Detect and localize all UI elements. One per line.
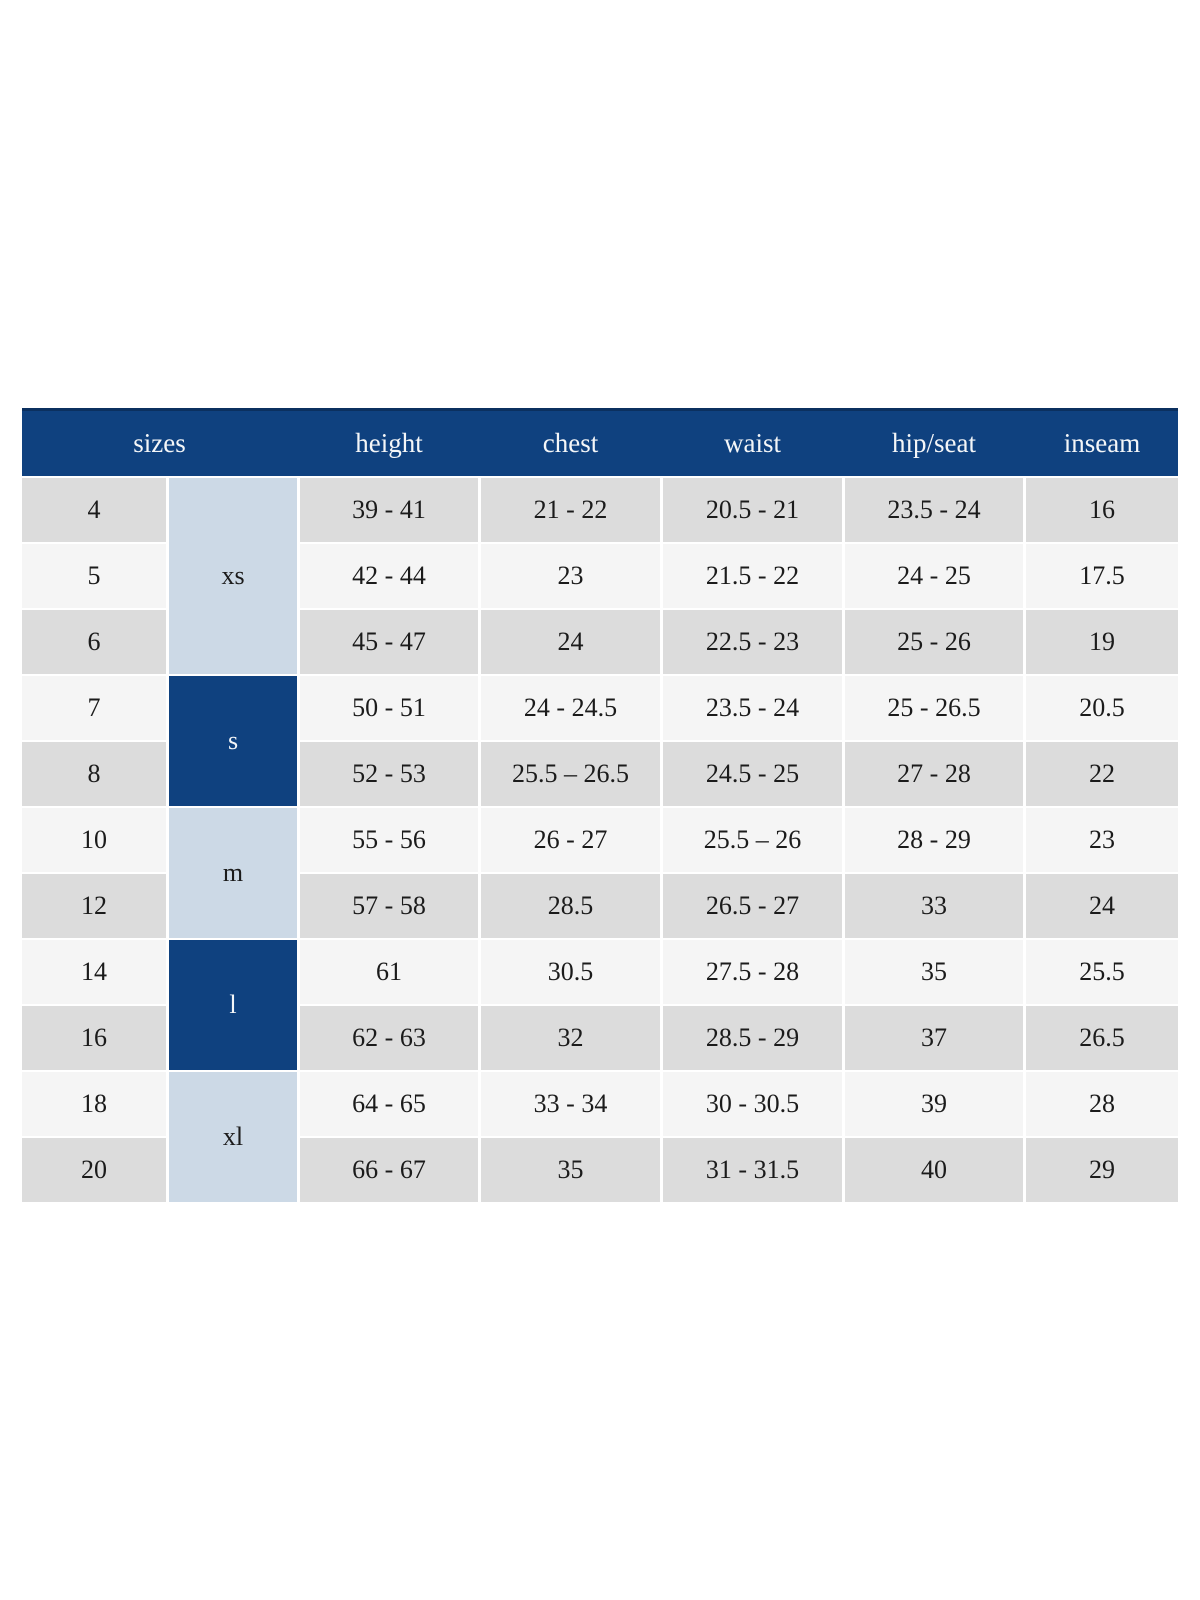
- chest-cell: 32: [481, 1006, 660, 1070]
- column-header-height: height: [355, 428, 423, 458]
- chest-cell: 35: [481, 1138, 660, 1202]
- column-header-hip-seat: hip/seat: [892, 428, 976, 458]
- waist-cell: 25.5 – 26: [663, 808, 842, 872]
- hip-seat-cell: 37: [845, 1006, 1023, 1070]
- inseam-cell: 28: [1026, 1072, 1178, 1136]
- height-cell: 64 - 65: [300, 1072, 478, 1136]
- size-group-m: m: [169, 808, 297, 938]
- chest-cell: 24 - 24.5: [481, 676, 660, 740]
- column-header-sizes: sizes: [133, 428, 186, 458]
- inseam-cell: 23: [1026, 808, 1178, 872]
- inseam-cell: 25.5: [1026, 940, 1178, 1004]
- hip-seat-cell: 24 - 25: [845, 544, 1023, 608]
- size-cell: 16: [22, 1006, 166, 1070]
- height-cell: 42 - 44: [300, 544, 478, 608]
- column-header-chest: chest: [542, 428, 599, 458]
- waist-cell: 21.5 - 22: [663, 544, 842, 608]
- inseam-cell: 19: [1026, 610, 1178, 674]
- size-cell: 20: [22, 1138, 166, 1202]
- chest-cell: 33 - 34: [481, 1072, 660, 1136]
- table-header-row: sizes height chest waist hip/seat inseam: [22, 408, 1178, 476]
- size-cell: 7: [22, 676, 166, 740]
- size-cell: 18: [22, 1072, 166, 1136]
- height-cell: 52 - 53: [300, 742, 478, 806]
- hip-seat-cell: 35: [845, 940, 1023, 1004]
- size-group-l: l: [169, 940, 297, 1070]
- height-cell: 39 - 41: [300, 478, 478, 542]
- height-cell: 66 - 67: [300, 1138, 478, 1202]
- column-header-waist: waist: [724, 428, 781, 458]
- waist-cell: 20.5 - 21: [663, 478, 842, 542]
- hip-seat-cell: 25 - 26: [845, 610, 1023, 674]
- inseam-cell: 17.5: [1026, 544, 1178, 608]
- hip-seat-cell: 27 - 28: [845, 742, 1023, 806]
- hip-seat-cell: 25 - 26.5: [845, 676, 1023, 740]
- hip-seat-cell: 28 - 29: [845, 808, 1023, 872]
- height-cell: 45 - 47: [300, 610, 478, 674]
- waist-cell: 24.5 - 25: [663, 742, 842, 806]
- size-group-xl: xl: [169, 1072, 297, 1202]
- inseam-cell: 16: [1026, 478, 1178, 542]
- hip-seat-cell: 23.5 - 24: [845, 478, 1023, 542]
- height-cell: 61: [300, 940, 478, 1004]
- column-header-inseam: inseam: [1063, 428, 1141, 458]
- size-cell: 4: [22, 478, 166, 542]
- chest-cell: 23: [481, 544, 660, 608]
- waist-cell: 27.5 - 28: [663, 940, 842, 1004]
- height-cell: 55 - 56: [300, 808, 478, 872]
- inseam-cell: 22: [1026, 742, 1178, 806]
- height-cell: 50 - 51: [300, 676, 478, 740]
- chest-cell: 30.5: [481, 940, 660, 1004]
- waist-cell: 26.5 - 27: [663, 874, 842, 938]
- size-cell: 14: [22, 940, 166, 1004]
- waist-cell: 31 - 31.5: [663, 1138, 842, 1202]
- chest-cell: 26 - 27: [481, 808, 660, 872]
- waist-cell: 28.5 - 29: [663, 1006, 842, 1070]
- hip-seat-cell: 40: [845, 1138, 1023, 1202]
- inseam-cell: 20.5: [1026, 676, 1178, 740]
- size-group-xs: xs: [169, 478, 297, 674]
- waist-cell: 22.5 - 23: [663, 610, 842, 674]
- waist-cell: 23.5 - 24: [663, 676, 842, 740]
- height-cell: 62 - 63: [300, 1006, 478, 1070]
- chest-cell: 28.5: [481, 874, 660, 938]
- hip-seat-cell: 39: [845, 1072, 1023, 1136]
- inseam-cell: 24: [1026, 874, 1178, 938]
- height-cell: 57 - 58: [300, 874, 478, 938]
- chest-cell: 21 - 22: [481, 478, 660, 542]
- inseam-cell: 26.5: [1026, 1006, 1178, 1070]
- size-chart-table: sizes height chest waist hip/seat inseam…: [22, 408, 1178, 1202]
- size-cell: 5: [22, 544, 166, 608]
- size-group-s: s: [169, 676, 297, 806]
- chest-cell: 24: [481, 610, 660, 674]
- size-cell: 12: [22, 874, 166, 938]
- inseam-cell: 29: [1026, 1138, 1178, 1202]
- waist-cell: 30 - 30.5: [663, 1072, 842, 1136]
- size-cell: 8: [22, 742, 166, 806]
- hip-seat-cell: 33: [845, 874, 1023, 938]
- size-cell: 10: [22, 808, 166, 872]
- chest-cell: 25.5 – 26.5: [481, 742, 660, 806]
- size-cell: 6: [22, 610, 166, 674]
